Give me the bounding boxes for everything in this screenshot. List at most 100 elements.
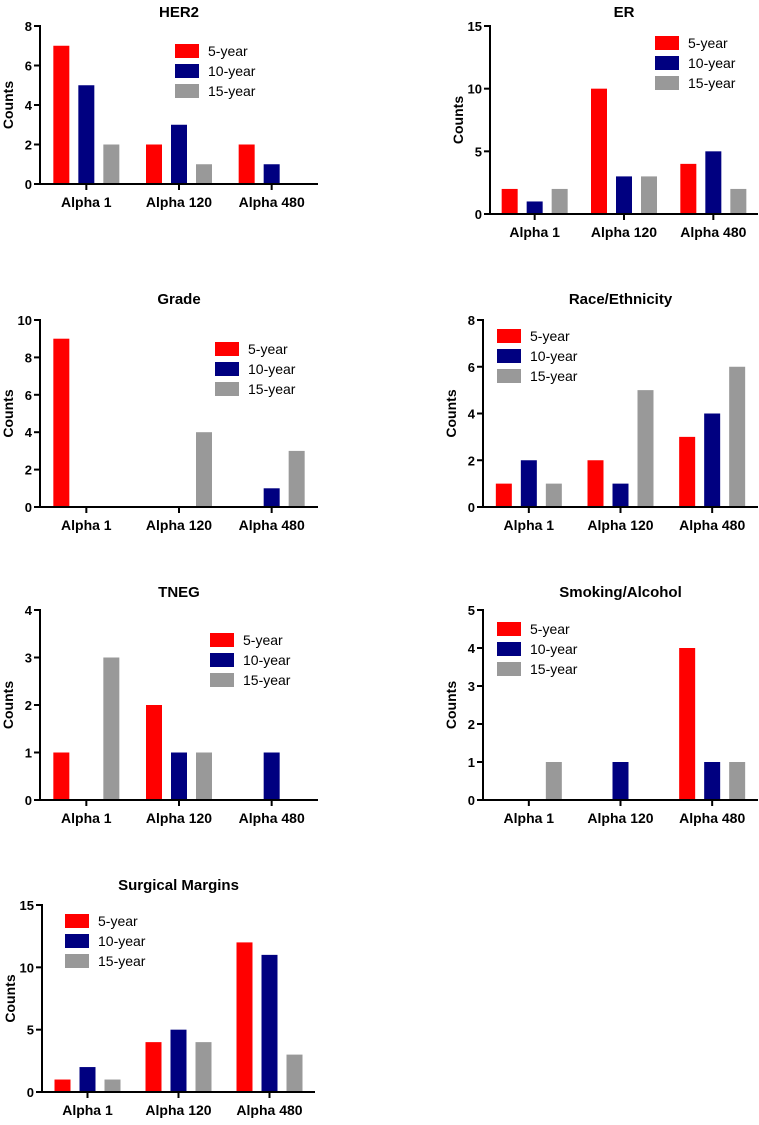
bar-5-year-alpha-480 xyxy=(680,163,697,214)
bar-10-year-alpha-1 xyxy=(526,201,543,214)
y-tick-label: 0 xyxy=(27,1085,34,1100)
legend-swatch xyxy=(215,362,239,376)
x-tick-label: Alpha 480 xyxy=(236,1102,302,1118)
bar-15-year-alpha-120 xyxy=(196,752,212,800)
legend-label: 5-year xyxy=(530,328,570,344)
bar-10-year-alpha-480 xyxy=(263,164,280,184)
legend-label: 10-year xyxy=(98,933,146,949)
y-tick-label: 5 xyxy=(475,144,482,159)
x-tick-label: Alpha 120 xyxy=(587,517,653,533)
y-tick-label: 2 xyxy=(25,138,32,153)
chart-title: Grade xyxy=(157,291,200,308)
y-tick-label: 6 xyxy=(25,388,32,403)
bar-10-year-alpha-1 xyxy=(520,460,537,507)
x-tick-label: Alpha 1 xyxy=(62,1102,113,1118)
legend-label: 10-year xyxy=(530,348,578,364)
bar-10-year-alpha-480 xyxy=(704,413,721,507)
y-tick-label: 2 xyxy=(25,698,32,713)
y-tick-label: 6 xyxy=(468,360,475,375)
y-tick-label: 0 xyxy=(25,793,32,808)
legend-swatch xyxy=(655,36,679,50)
y-axis-label: Counts xyxy=(0,81,16,129)
bar-10-year-alpha-120 xyxy=(170,1029,187,1092)
x-tick-label: Alpha 120 xyxy=(145,1102,211,1118)
bar-10-year-alpha-480 xyxy=(704,762,721,800)
bar-5-year-alpha-120 xyxy=(145,1042,162,1092)
y-tick-label: 15 xyxy=(20,898,34,913)
legend-swatch xyxy=(497,369,521,383)
bar-5-year-alpha-480 xyxy=(238,144,255,184)
y-tick-label: 0 xyxy=(475,207,482,222)
chart-panel-surgical-margins: Surgical Margins Counts Alpha 1 Alpha 120 Al… xyxy=(2,877,315,1118)
chart-title: ER xyxy=(614,4,635,21)
chart-title: Surgical Margins xyxy=(118,877,239,894)
y-axis-label: Counts xyxy=(450,96,466,144)
bar-5-year-alpha-120 xyxy=(146,144,162,184)
y-tick-label: 15 xyxy=(468,19,482,34)
legend-swatch xyxy=(215,382,239,396)
y-tick-label: 2 xyxy=(468,453,475,468)
bar-15-year-alpha-480 xyxy=(288,450,305,507)
bar-10-year-alpha-480 xyxy=(705,151,722,214)
y-tick-label: 8 xyxy=(25,19,32,34)
y-tick-label: 8 xyxy=(468,313,475,328)
y-axis-label: Counts xyxy=(2,974,18,1022)
x-tick-label: Alpha 1 xyxy=(61,517,112,533)
bar-15-year-alpha-120 xyxy=(637,390,654,507)
bar-5-year-alpha-480 xyxy=(679,436,696,507)
bar-10-year-alpha-480 xyxy=(263,488,280,507)
legend: 5-year 10-year 15-year xyxy=(175,43,256,99)
legend-label: 15-year xyxy=(530,368,578,384)
legend-swatch xyxy=(497,622,521,636)
x-tick-label: Alpha 1 xyxy=(509,224,560,240)
x-tick-label: Alpha 120 xyxy=(146,517,212,533)
legend: 5-year 10-year 15-year xyxy=(497,328,578,384)
bar-15-year-alpha-120 xyxy=(196,432,212,507)
legend-label: 10-year xyxy=(530,641,578,657)
legend-label: 10-year xyxy=(688,55,736,71)
legend-swatch xyxy=(655,56,679,70)
y-tick-label: 3 xyxy=(468,679,475,694)
x-tick-label: Alpha 1 xyxy=(504,517,555,533)
x-tick-label: Alpha 120 xyxy=(587,810,653,826)
bar-10-year-alpha-480 xyxy=(263,752,280,800)
bar-10-year-alpha-120 xyxy=(171,752,187,800)
bar-5-year-alpha-1 xyxy=(54,1079,71,1092)
bar-5-year-alpha-1 xyxy=(53,338,70,507)
legend-label: 15-year xyxy=(688,75,736,91)
legend-label: 15-year xyxy=(530,661,578,677)
legend-swatch xyxy=(175,64,199,78)
bar-10-year-alpha-120 xyxy=(612,483,629,507)
bar-15-year-alpha-1 xyxy=(545,762,562,800)
legend-label: 15-year xyxy=(243,672,291,688)
x-tick-label: Alpha 480 xyxy=(680,224,746,240)
bar-15-year-alpha-480 xyxy=(286,1054,303,1092)
x-tick-label: Alpha 480 xyxy=(239,517,305,533)
y-tick-label: 10 xyxy=(20,960,34,975)
y-tick-label: 10 xyxy=(468,82,482,97)
bar-15-year-alpha-480 xyxy=(730,188,747,214)
bar-5-year-alpha-120 xyxy=(591,88,607,214)
y-tick-label: 1 xyxy=(25,746,32,761)
legend-label: 5-year xyxy=(208,43,248,59)
legend: 5-year 10-year 15-year xyxy=(215,341,296,397)
chart-panel-er: ER Counts Alpha 1 Alpha 120 Alpha 480 0 5 10 15 5… xyxy=(450,4,758,240)
legend: 5-year 10-year 15-year xyxy=(65,913,146,969)
legend-label: 10-year xyxy=(248,361,296,377)
bar-10-year-alpha-120 xyxy=(612,762,629,800)
bar-5-year-alpha-480 xyxy=(236,942,253,1092)
y-tick-label: 4 xyxy=(468,407,476,422)
bar-15-year-alpha-480 xyxy=(729,366,746,507)
bar-10-year-alpha-480 xyxy=(261,954,278,1092)
legend-swatch xyxy=(65,914,89,928)
bar-5-year-alpha-1 xyxy=(53,752,70,800)
x-tick-label: Alpha 120 xyxy=(146,810,212,826)
legend-label: 15-year xyxy=(208,83,256,99)
x-tick-label: Alpha 480 xyxy=(239,194,305,210)
y-axis-label: Counts xyxy=(0,389,16,437)
y-axis-label: Counts xyxy=(0,681,16,729)
chart-title: Race/Ethnicity xyxy=(569,291,673,308)
bar-5-year-alpha-1 xyxy=(501,188,518,214)
bar-15-year-alpha-1 xyxy=(545,483,562,507)
bar-10-year-alpha-1 xyxy=(78,85,95,184)
